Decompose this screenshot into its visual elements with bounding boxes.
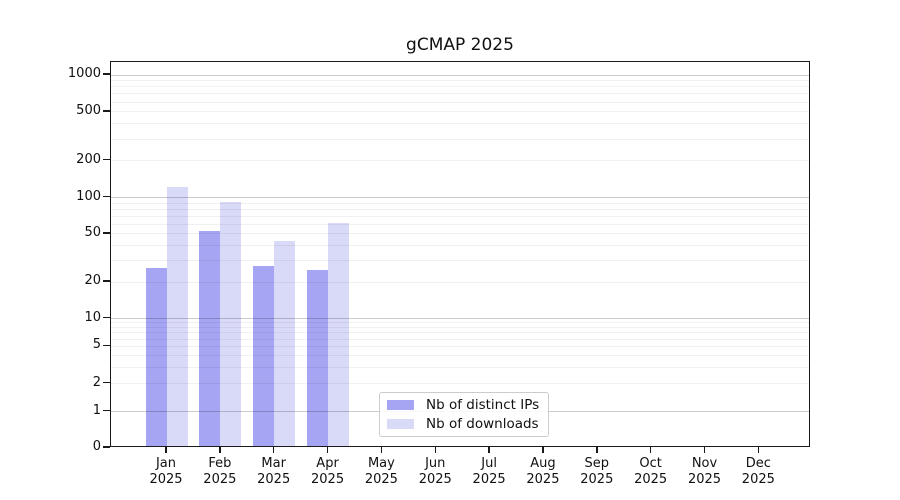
x-tick-label-jun: Jun 2025 <box>408 456 462 488</box>
x-tick-mark-aug <box>542 447 544 453</box>
x-tick-month: Mar <box>261 456 286 471</box>
x-tick-month: Jul <box>481 456 497 471</box>
bar-distinct-ips-mar <box>253 266 275 447</box>
y-tick-mark-200 <box>103 158 110 161</box>
x-tick-mark-jul <box>488 447 490 453</box>
y-tick-mark-20 <box>103 280 110 282</box>
y-tick-mark-5 <box>103 344 110 347</box>
x-tick-month: Sep <box>584 456 610 471</box>
x-tick-label-may: May 2025 <box>354 456 408 488</box>
y-tick-label-50: 50 <box>84 224 101 240</box>
y-tick-mark-1 <box>103 409 110 412</box>
y-tick-mark-100 <box>103 195 110 198</box>
x-tick-label-apr: Apr 2025 <box>301 456 355 488</box>
x-tick-month: Jan <box>155 456 177 471</box>
bar-downloads-apr <box>328 223 350 447</box>
chart-title: gCMAP 2025 <box>406 35 514 55</box>
y-tick-label-500: 500 <box>76 102 101 118</box>
x-tick-year: 2025 <box>257 472 291 487</box>
bar-downloads-mar <box>274 240 296 447</box>
x-tick-mark-mar <box>272 447 275 453</box>
y-tick-label-100: 100 <box>76 188 101 204</box>
y-tick-label-10: 10 <box>84 309 101 325</box>
x-tick-mark-oct <box>649 447 652 453</box>
legend-swatch-distinct-ips-icon <box>387 400 414 410</box>
x-tick-year: 2025 <box>687 472 722 487</box>
x-tick-year: 2025 <box>526 472 560 487</box>
legend-label-downloads: Nb of downloads <box>426 416 539 432</box>
y-tick-mark-0 <box>103 446 110 448</box>
x-tick-month: Oct <box>639 456 662 471</box>
y-tick-label-200: 200 <box>76 151 101 167</box>
x-tick-year: 2025 <box>418 472 452 487</box>
y-tick-label-2: 2 <box>92 374 101 390</box>
y-tick-mark-2 <box>103 381 110 384</box>
x-tick-label-dec: Dec 2025 <box>731 456 785 488</box>
x-tick-year: 2025 <box>311 472 345 487</box>
x-tick-mark-feb <box>219 447 221 453</box>
legend: Nb of distinct IPs Nb of downloads <box>379 392 550 437</box>
x-tick-month: Dec <box>745 456 771 471</box>
y-tick-label-1: 1 <box>92 402 101 418</box>
x-tick-label-nov: Nov 2025 <box>678 456 732 488</box>
x-tick-mark-jun <box>434 447 436 453</box>
x-tick-month: May <box>367 456 395 471</box>
x-tick-mark-may <box>380 447 383 453</box>
x-tick-label-jul: Jul 2025 <box>462 456 516 488</box>
y-tick-label-0: 0 <box>92 439 101 454</box>
x-tick-year: 2025 <box>472 472 506 487</box>
x-tick-year: 2025 <box>580 472 614 487</box>
x-tick-mark-dec <box>757 447 760 453</box>
legend-entry-distinct-ips: Nb of distinct IPs <box>387 397 539 413</box>
bars-layer <box>111 62 809 447</box>
x-tick-label-jan: Jan 2025 <box>139 456 193 488</box>
x-tick-label-sep: Sep 2025 <box>570 456 624 488</box>
x-tick-mark-nov <box>703 447 706 453</box>
x-tick-month: Nov <box>691 456 718 471</box>
x-tick-month: Apr <box>316 456 339 471</box>
y-tick-mark-10 <box>103 316 110 319</box>
x-tick-year: 2025 <box>203 472 237 487</box>
x-tick-mark-apr <box>326 447 329 453</box>
x-tick-year: 2025 <box>149 472 183 487</box>
bar-distinct-ips-apr <box>307 270 329 447</box>
x-tick-label-oct: Oct 2025 <box>624 456 678 488</box>
bar-downloads-jan <box>166 186 188 447</box>
x-tick-mark-jan <box>165 447 167 453</box>
y-tick-label-1000: 1000 <box>67 66 101 81</box>
x-tick-label-feb: Feb 2025 <box>193 456 247 488</box>
legend-label-distinct-ips: Nb of distinct IPs <box>426 397 540 413</box>
x-tick-mark-sep <box>596 447 598 453</box>
x-tick-label-mar: Mar 2025 <box>247 456 301 488</box>
x-tick-year: 2025 <box>634 472 668 487</box>
y-tick-label-5: 5 <box>92 337 101 353</box>
legend-entry-downloads: Nb of downloads <box>387 416 539 432</box>
x-tick-label-aug: Aug 2025 <box>516 456 570 488</box>
legend-swatch-downloads-icon <box>387 419 414 429</box>
bar-downloads-feb <box>220 201 242 447</box>
x-tick-year: 2025 <box>741 472 775 487</box>
x-tick-month: Feb <box>208 456 232 471</box>
x-tick-month: Aug <box>530 456 556 471</box>
y-tick-mark-50 <box>103 232 110 234</box>
bar-distinct-ips-feb <box>199 230 221 447</box>
bar-distinct-ips-jan <box>145 268 167 447</box>
x-tick-year: 2025 <box>364 472 398 487</box>
y-tick-mark-1000 <box>103 73 110 75</box>
plot-area <box>110 61 810 447</box>
y-tick-label-20: 20 <box>84 273 101 289</box>
y-tick-mark-500 <box>103 110 110 112</box>
x-tick-month: Jun <box>425 456 446 471</box>
